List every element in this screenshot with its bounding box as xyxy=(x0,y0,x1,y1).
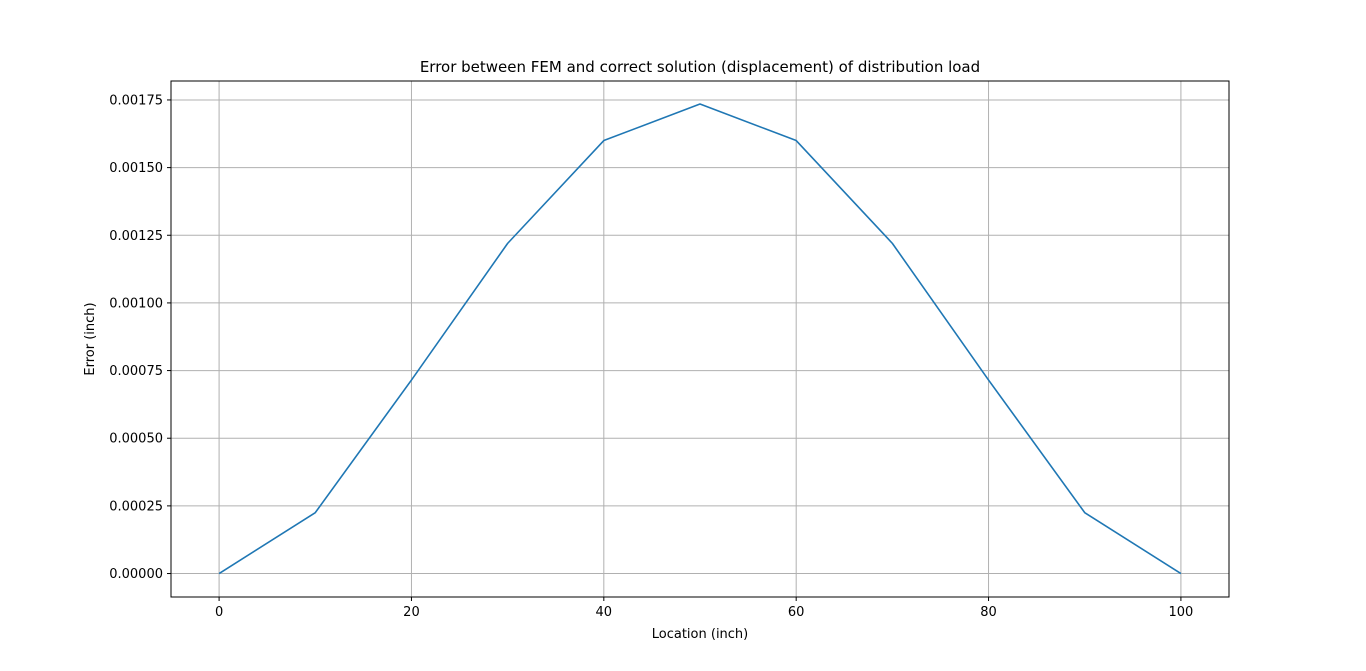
axes-frame xyxy=(170,80,1230,598)
x-tick-label: 100 xyxy=(1168,605,1193,620)
x-tick-label: 0 xyxy=(215,605,223,620)
chart-title: Error between FEM and correct solution (… xyxy=(420,58,980,76)
y-tick-label: 0.00025 xyxy=(109,499,163,514)
x-axis: 0 20 40 60 80 100 xyxy=(215,597,1193,620)
y-tick-label: 0.00075 xyxy=(109,364,163,379)
x-tick-label: 60 xyxy=(788,605,805,620)
y-tick-label: 0.00100 xyxy=(109,296,163,311)
y-tick-label: 0.00125 xyxy=(109,229,163,244)
series-line xyxy=(218,103,1182,575)
grid xyxy=(171,81,1229,597)
plot-area xyxy=(218,103,1182,575)
y-axis-label: Error (inch) xyxy=(83,302,98,375)
x-axis-label: Location (inch) xyxy=(652,627,749,642)
y-tick-label: 0.00000 xyxy=(109,567,163,582)
x-tick-label: 40 xyxy=(596,605,613,620)
x-tick-label: 80 xyxy=(980,605,997,620)
y-tick-label: 0.00150 xyxy=(109,161,163,176)
x-tick-label: 20 xyxy=(403,605,420,620)
y-tick-label: 0.00175 xyxy=(109,93,163,108)
y-axis: 0.00000 0.00025 0.00050 0.00075 0.00100 0.001… xyxy=(109,93,171,582)
y-tick-label: 0.00050 xyxy=(109,432,163,447)
